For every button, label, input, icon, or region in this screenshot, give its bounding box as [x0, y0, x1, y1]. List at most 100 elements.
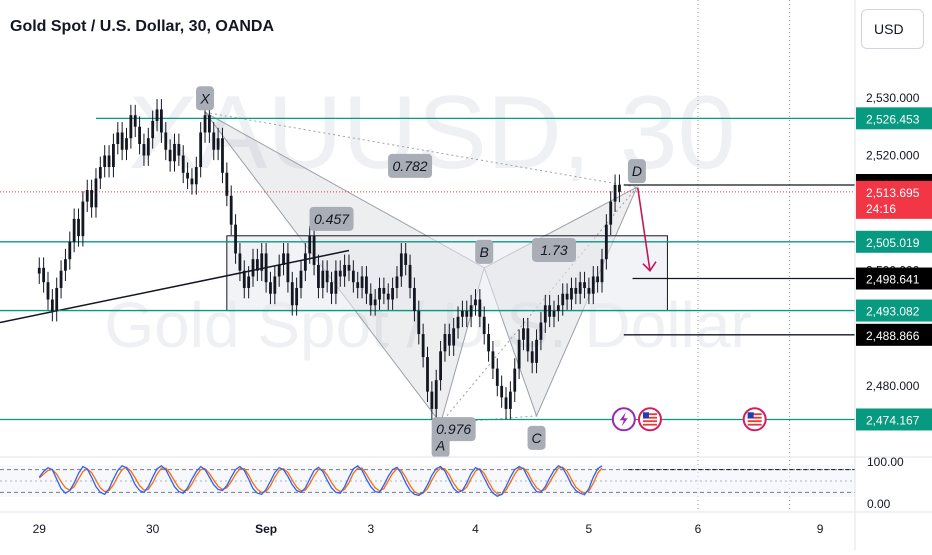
price-badge: [856, 299, 932, 322]
pattern-point-b: B: [480, 244, 489, 260]
candle-body: [382, 287, 386, 294]
candle-body: [556, 305, 560, 312]
candle-body: [426, 357, 429, 392]
candle-body: [103, 155, 107, 168]
candle-body: [338, 270, 342, 277]
candle-body: [330, 282, 333, 294]
time-tick-label: 29: [33, 522, 47, 536]
candle-body: [495, 368, 499, 386]
candle-body: [303, 253, 307, 271]
time-tick-label: 6: [695, 522, 702, 536]
price-badge-label-6: 2,488.866: [866, 329, 920, 343]
candle-body: [72, 218, 76, 242]
candle-body: [94, 178, 98, 208]
ratio-box: [532, 237, 577, 262]
candle-body: [255, 259, 259, 271]
candle-body: [522, 328, 525, 340]
candle-body: [456, 316, 460, 329]
us-flag-icon: [747, 412, 754, 419]
candle-body: [286, 253, 290, 283]
candle-body: [360, 276, 364, 288]
candle-body: [487, 334, 490, 352]
pattern-point-x: X: [199, 90, 210, 106]
candle-body: [269, 282, 272, 294]
candle-body: [146, 138, 150, 156]
us-flag-icon: [747, 423, 762, 426]
candle-body: [277, 264, 281, 277]
us-flag-icon: [742, 407, 767, 432]
candle-body: [295, 287, 299, 306]
candle-body: [343, 264, 347, 277]
candle-body: [513, 368, 517, 392]
price-tick-label: 2,530.000: [866, 91, 920, 105]
currency-button[interactable]: USD: [861, 9, 924, 49]
pattern-point-box: [527, 425, 546, 450]
price-tick-label: 2,520.000: [866, 149, 920, 163]
projection-arrow-head: [642, 261, 657, 272]
candle-body: [81, 201, 85, 237]
pattern-point-box: [196, 86, 215, 111]
price-badge: [856, 180, 932, 219]
price-badge-label-5: 2,493.082: [866, 305, 920, 319]
candle-body: [173, 143, 176, 162]
candle-body: [199, 132, 203, 168]
candle-body: [478, 299, 482, 317]
candle-body: [447, 334, 451, 346]
candle-body: [356, 282, 360, 288]
candle-body: [434, 380, 438, 409]
candle-body: [404, 253, 408, 265]
price-badge: [856, 107, 932, 130]
ratio-label: 0.457: [314, 211, 350, 227]
candle-body: [273, 276, 277, 294]
candle-body: [395, 276, 399, 288]
price-badge: [856, 230, 932, 253]
candle-body: [561, 293, 565, 306]
time-tick-label: 9: [817, 522, 824, 536]
candle-body: [290, 282, 294, 306]
us-flag-icon: [642, 423, 657, 426]
candle-body: [229, 195, 233, 225]
candle-body: [133, 115, 137, 127]
candle-body: [129, 115, 133, 139]
us-flag-icon: [642, 413, 657, 416]
oscillator-pane: 100.00 0.00: [0, 455, 932, 511]
candle-body: [548, 305, 552, 317]
candle-body: [125, 138, 128, 150]
candle-body: [260, 253, 264, 271]
candle-body: [238, 253, 242, 271]
candle-body: [90, 190, 94, 208]
candle-body: [543, 305, 547, 323]
candle-body: [317, 264, 320, 288]
candle-body: [421, 334, 425, 358]
candle-body: [155, 109, 159, 121]
ratio-box: [431, 417, 476, 442]
lightning-icon: [619, 412, 628, 427]
us-flag-icon: [747, 420, 762, 423]
candle-body: [221, 138, 224, 173]
price-series-layer: [37, 99, 621, 420]
candle-body: [430, 391, 434, 409]
candle-body: [474, 299, 477, 306]
candle-body: [216, 138, 220, 150]
candle-body: [465, 311, 469, 317]
candle-body: [242, 270, 246, 288]
candle-body: [112, 143, 115, 168]
candle-body: [373, 299, 377, 306]
price-tick-label: 2,480.000: [866, 379, 920, 393]
candle-body: [570, 287, 573, 300]
candle-body: [98, 167, 102, 179]
symbol-title: Gold Spot / U.S. Dollar, 30, OANDA: [10, 18, 275, 35]
candle-body: [596, 276, 600, 283]
annotations-layer: X A B C D 0.457 0.782 0.976 1.73: [196, 86, 767, 458]
us-flag-icon: [747, 413, 762, 416]
candle-body: [347, 264, 351, 271]
us-flag-icon: [747, 416, 762, 419]
candle-body: [399, 253, 403, 277]
candle-body: [378, 287, 381, 300]
candle-body: [225, 172, 229, 196]
candle-body: [600, 259, 604, 283]
ratio-box: [388, 153, 433, 178]
candle-body: [138, 126, 141, 144]
